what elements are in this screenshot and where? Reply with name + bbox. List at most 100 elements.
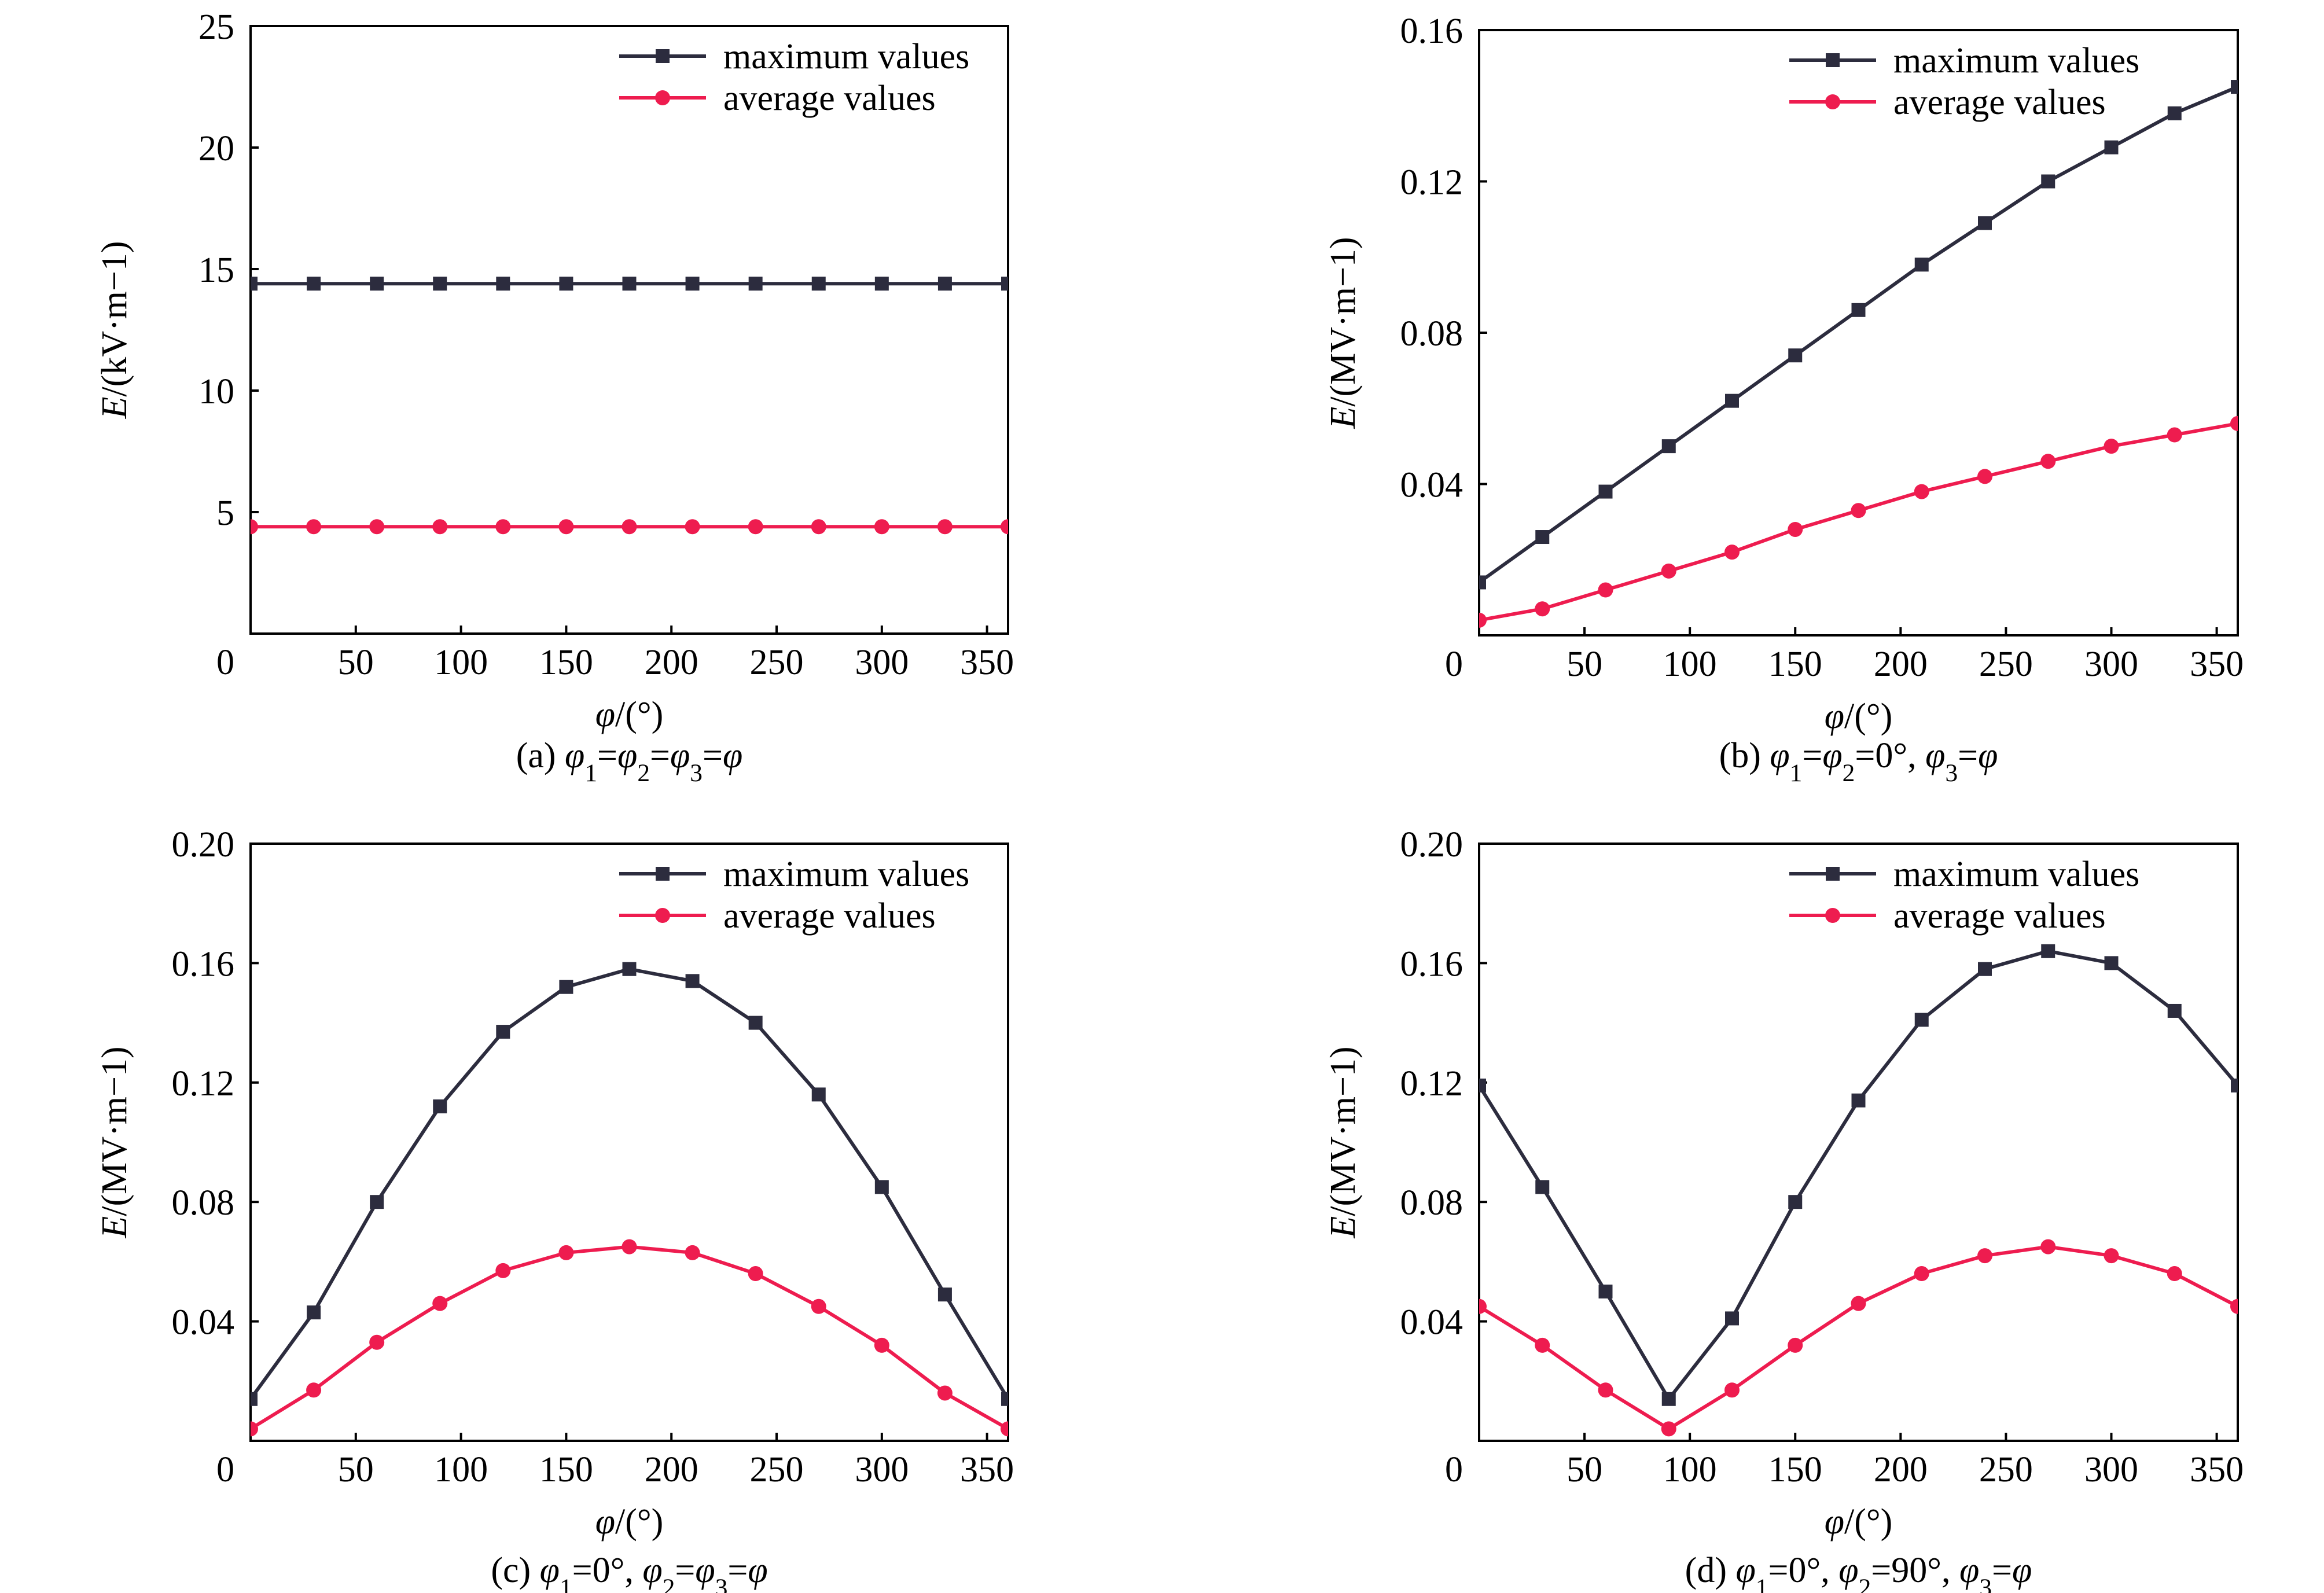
y-tick-label: 0.20 xyxy=(172,825,235,864)
data-point-average xyxy=(1598,582,1613,598)
x-tick-label: 100 xyxy=(434,643,488,682)
series-group xyxy=(251,962,1008,1437)
data-point-maximum xyxy=(2231,80,2238,94)
data-point-average xyxy=(874,1337,889,1353)
y-axis-title: E/(MV·m−1) xyxy=(95,1046,134,1238)
y-tick-label: 20 xyxy=(198,129,234,168)
chart-panel-b: 0 50 100 150 200 250 300 350 0.04 0.08 0.12 0.16 φ/(… xyxy=(1323,12,2244,787)
x-tick-label: 300 xyxy=(855,1450,909,1489)
data-point-maximum xyxy=(2167,1003,2182,1018)
x-axis-title: φ/(°) xyxy=(595,695,664,734)
data-point-average xyxy=(748,519,763,535)
data-point-average xyxy=(1598,1382,1613,1398)
y-tick-label: 0.08 xyxy=(1400,1183,1463,1223)
data-point-maximum xyxy=(1661,1392,1676,1406)
data-point-average xyxy=(748,1266,763,1282)
y-tick-label: 0.16 xyxy=(172,944,235,984)
data-point-maximum xyxy=(2104,956,2119,970)
y-tick-label: 0.04 xyxy=(172,1303,235,1342)
series-line-maximum xyxy=(1479,949,2238,1403)
data-point-maximum xyxy=(1851,1093,1866,1108)
data-point-maximum xyxy=(748,277,763,291)
data-point-average xyxy=(937,1385,953,1401)
data-point-maximum xyxy=(559,980,573,994)
data-point-maximum xyxy=(622,962,637,976)
data-point-average xyxy=(1479,612,1487,628)
legend-label-maximum: maximum values xyxy=(1893,855,2139,894)
data-point-average xyxy=(874,519,889,535)
x-tick-label: 150 xyxy=(539,1450,593,1489)
data-point-maximum xyxy=(1851,303,1866,317)
legend-label-average: average values xyxy=(1893,83,2106,122)
data-point-maximum xyxy=(811,1087,826,1102)
data-point-maximum xyxy=(370,1195,384,1209)
y-tick-label: 0.08 xyxy=(1400,314,1463,354)
data-point-average xyxy=(2167,427,2182,443)
x-tick-label: 200 xyxy=(1874,1450,1928,1489)
data-point-maximum xyxy=(685,974,700,988)
data-point-maximum xyxy=(2041,944,2055,958)
legend-marker-average xyxy=(1825,94,1840,109)
legend-label-average: average values xyxy=(723,79,936,118)
data-point-maximum xyxy=(1598,484,1613,499)
data-point-average xyxy=(685,519,700,535)
data-point-average xyxy=(1535,601,1550,617)
data-point-average xyxy=(2230,1298,2238,1314)
y-tick-label: 0.12 xyxy=(1400,163,1463,203)
series-line-average xyxy=(251,1245,1008,1430)
data-point-average xyxy=(1724,545,1740,560)
plot-frame xyxy=(1478,29,2239,637)
x-tick-label: 0 xyxy=(1445,1450,1463,1489)
data-point-maximum xyxy=(937,277,952,291)
data-point-maximum xyxy=(2104,140,2119,154)
data-point-maximum xyxy=(251,277,258,291)
data-point-average xyxy=(1724,1382,1740,1398)
x-tick-label: 150 xyxy=(539,643,593,682)
data-point-maximum xyxy=(1001,1392,1008,1406)
data-point-average xyxy=(495,519,511,535)
x-tick-label: 100 xyxy=(1663,645,1717,684)
y-tick-label: 0.12 xyxy=(172,1064,235,1103)
x-tick-label: 250 xyxy=(1979,645,2033,684)
data-point-maximum xyxy=(874,277,889,291)
data-point-average xyxy=(2040,1239,2056,1254)
data-point-maximum xyxy=(937,1287,952,1302)
x-tick-label: 350 xyxy=(960,643,1014,682)
data-point-average xyxy=(811,1298,826,1314)
y-tick-label: 0.16 xyxy=(1400,944,1463,984)
x-tick-label: 350 xyxy=(2190,1450,2244,1489)
data-point-average xyxy=(1788,1337,1803,1353)
panel-caption: (b) φ1=φ2=0°, φ3=φ xyxy=(1719,736,1998,787)
legend-label-maximum: maximum values xyxy=(723,855,969,894)
legend-label-average: average values xyxy=(723,896,936,936)
y-tick-label: 0.04 xyxy=(1400,1303,1463,1342)
plot-frame xyxy=(1478,843,2239,1442)
data-point-average xyxy=(1914,1266,1929,1282)
x-tick-label: 0 xyxy=(1445,645,1463,684)
y-axis-title: E/(kV·m−1) xyxy=(95,241,134,419)
y-axis-title: E/(MV·m−1) xyxy=(1323,1046,1363,1238)
data-point-maximum xyxy=(811,277,826,291)
y-axis-title: E/(MV·m−1) xyxy=(1323,237,1363,429)
data-point-average xyxy=(432,519,448,535)
data-point-maximum xyxy=(2041,174,2055,189)
data-point-average xyxy=(1001,519,1008,535)
x-tick-label: 50 xyxy=(1567,1450,1602,1489)
data-point-maximum xyxy=(370,277,384,291)
x-tick-label: 150 xyxy=(1768,645,1822,684)
data-point-maximum xyxy=(2167,106,2182,120)
data-point-maximum xyxy=(307,277,321,291)
data-point-maximum xyxy=(307,1305,321,1320)
data-point-maximum xyxy=(496,1025,510,1039)
data-point-average xyxy=(1661,1421,1676,1437)
panel-caption: (d) φ1=0°, φ2=90°, φ3=φ xyxy=(1685,1551,2032,1593)
data-point-average xyxy=(251,1421,258,1437)
x-tick-label: 350 xyxy=(960,1450,1014,1489)
x-tick-label: 300 xyxy=(855,643,909,682)
data-point-average xyxy=(2230,415,2238,431)
x-tick-label: 50 xyxy=(338,1450,374,1489)
data-point-maximum xyxy=(1598,1285,1613,1298)
